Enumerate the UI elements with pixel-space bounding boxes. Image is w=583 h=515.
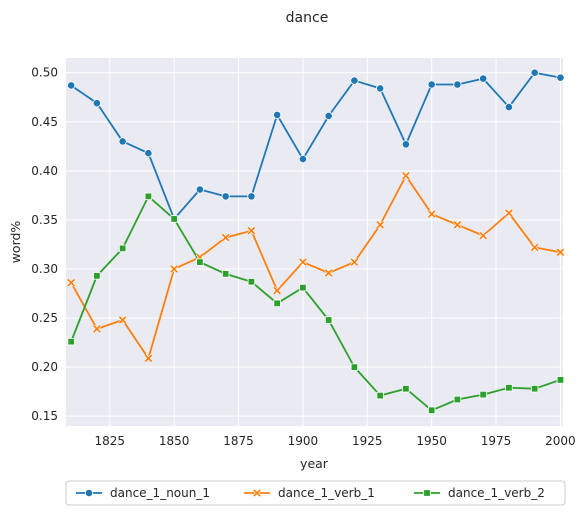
data-point-s0 [556,73,565,82]
data-point-s2 [402,385,410,393]
data-point-s1 [401,171,411,181]
data-point-s1 [144,354,153,363]
data-point-s1 [92,324,102,334]
legend-item: dance_1_noun_1 [76,486,210,500]
data-point-s2 [376,391,384,400]
data-point-s2 [273,299,281,308]
x-tick-label: 1850 [159,434,190,448]
legend-label: dance_1_noun_1 [110,486,210,500]
y-axis-ticks: 0.15 0.20 0.25 0.30 0.35 0.40 0.45 0.50 [31,66,58,423]
y-tick-label: 0.20 [31,360,58,374]
grid [66,58,563,426]
x-axis-title: year [300,456,329,471]
data-point-s2 [423,489,431,497]
x-tick-label: 1900 [288,434,319,448]
y-tick-label: 0.35 [31,213,58,227]
plot-area [66,58,563,426]
legend-box [65,480,566,506]
x-tick-label: 1875 [223,434,254,448]
data-point-s2 [427,406,436,414]
data-point-s2 [453,395,462,404]
y-tick-label: 0.50 [31,66,58,80]
data-point-s1 [530,243,539,252]
data-point-s0 [273,110,282,120]
data-point-s0 [298,154,308,164]
data-point-s2 [196,258,204,266]
x-axis-ticks: 1825 1850 1875 1900 1925 1950 1975 2000 [95,434,576,448]
x-tick-label: 1925 [352,434,383,448]
series-line-dance_1_verb_2 [70,195,561,412]
data-point-s1 [453,220,462,230]
data-point-s0 [221,192,230,201]
data-point-s2 [479,390,487,399]
data-point-s0 [324,111,333,120]
x-tick-label: 1950 [416,434,447,448]
data-point-s1 [350,257,359,267]
legend-label: dance_1_verb_1 [278,486,375,500]
series-line-dance_1_noun_1 [70,71,561,220]
data-point-s1 [118,315,127,325]
y-tick-label: 0.25 [31,311,58,325]
legend-item: dance_1_verb_2 [414,486,545,500]
data-point-s1 [272,286,282,295]
data-point-s2 [350,363,359,371]
data-point-s0 [504,102,514,112]
legend-label: dance_1_verb_2 [448,486,545,500]
x-tick-label: 1975 [481,434,512,448]
y-tick-label: 0.30 [31,262,58,276]
data-point-s2 [505,384,513,392]
data-point-s2 [247,278,256,286]
data-point-s0 [118,137,127,146]
data-point-s0 [376,84,385,93]
data-point-s1 [478,231,488,240]
data-point-s1 [375,220,385,230]
data-point-s2 [93,272,101,280]
y-tick-label: 0.40 [31,164,58,178]
data-point-s1 [504,208,514,218]
data-point-s1 [221,233,230,242]
data-point-s0 [427,80,436,89]
data-point-s1 [252,488,262,498]
data-point-s2 [324,316,333,324]
series-lines [70,71,561,412]
data-point-s2 [299,283,307,292]
data-point-s1 [427,209,436,219]
data-point-s0 [530,68,539,77]
data-point-s1 [556,248,565,257]
data-point-s2 [144,192,153,201]
series-line-dance_1_verb_1 [70,174,561,360]
data-point-s1 [324,268,333,278]
data-point-s0 [479,74,488,83]
legend-item: dance_1_verb_1 [244,486,375,500]
y-axis-title: word% [8,221,23,264]
data-point-s2 [67,337,75,346]
data-point-s2 [170,215,178,223]
data-point-s2 [118,244,127,253]
data-point-s0 [84,488,94,498]
data-point-s0 [350,76,359,85]
data-point-s1 [169,264,179,274]
data-point-s1 [298,257,308,267]
data-point-s0 [144,149,153,158]
data-point-s2 [221,270,230,278]
x-tick-label: 2000 [545,434,576,448]
y-tick-label: 0.45 [31,115,58,129]
series-markers [66,68,565,414]
data-point-s0 [401,140,411,149]
x-tick-label: 1825 [95,434,126,448]
data-point-s1 [247,226,256,235]
data-point-s2 [530,385,539,393]
data-point-s0 [67,81,76,90]
chart-title: dance [286,10,329,26]
y-tick-label: 0.15 [31,409,58,423]
data-point-s0 [453,80,462,89]
data-point-s0 [195,185,205,194]
legend: dance_1_noun_1 dance_1_verb_1 dance_1_verb… [65,480,566,506]
data-point-s0 [247,192,256,201]
data-point-s0 [92,99,102,108]
data-point-s2 [556,376,565,384]
data-point-s1 [66,278,76,287]
